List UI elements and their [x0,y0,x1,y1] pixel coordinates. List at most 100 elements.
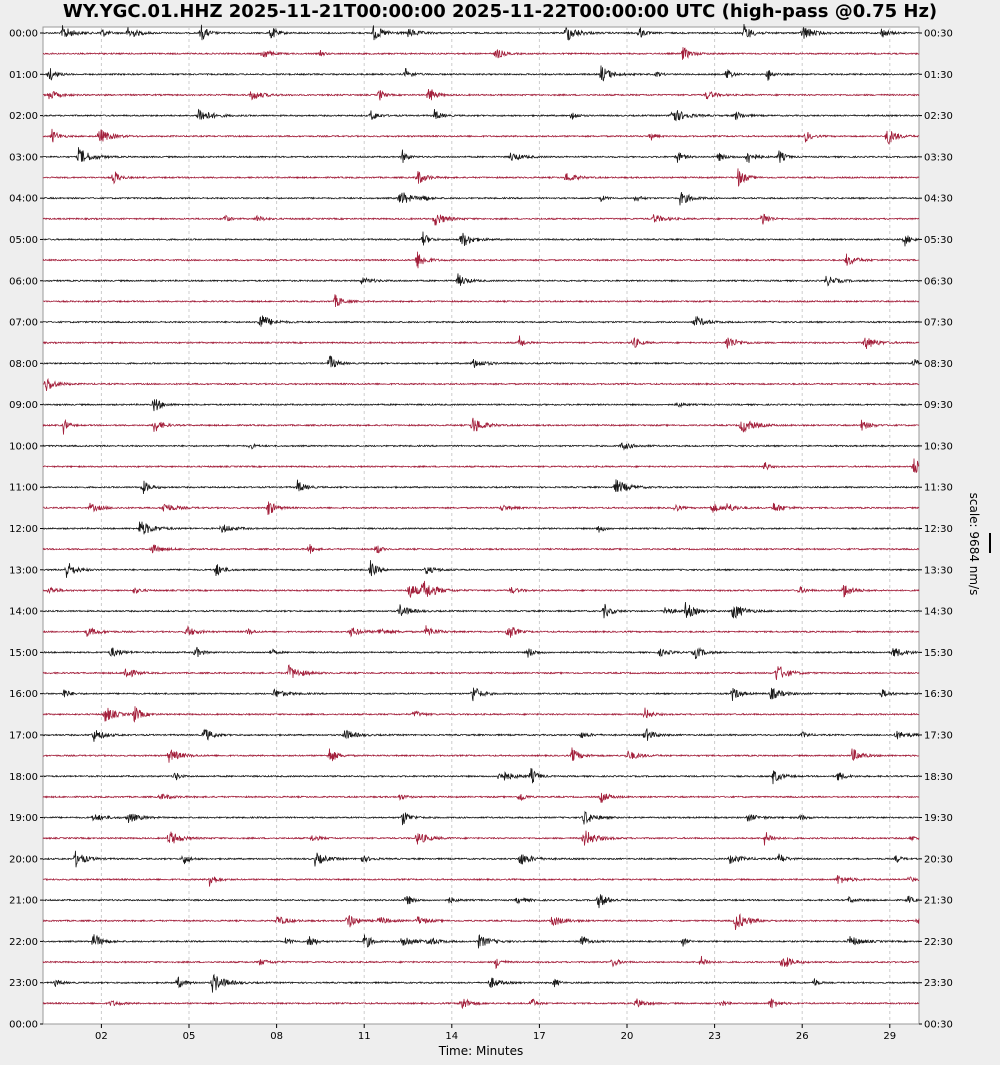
left-time-label: 22:00 [9,937,38,948]
right-time-label: 08:30 [924,359,953,370]
trace-row-11 [42,251,920,269]
trace-row-14 [42,315,920,327]
left-time-label: 00:00 [9,1020,38,1031]
left-time-label: 10:00 [9,441,38,452]
left-time-label: 21:00 [9,896,38,907]
right-time-label: 00:30 [924,29,953,40]
trace-row-16 [42,355,920,368]
right-time-label: 00:30 [924,1020,953,1031]
trace-row-13 [42,294,920,308]
trace-row-24 [42,521,920,535]
right-time-label: 17:30 [924,730,953,741]
trace-row-42 [42,894,920,909]
right-time-label: 05:30 [924,235,953,246]
x-tick-label: 05 [183,1031,196,1042]
trace-row-18 [42,399,920,412]
left-time-label: 16:00 [9,689,38,700]
trace-row-9 [42,213,920,226]
right-time-label: 14:30 [924,607,953,618]
x-tick-label: 11 [358,1031,371,1042]
right-time-label: 22:30 [924,937,953,948]
trace-row-32 [42,687,920,702]
right-time-label: 23:30 [924,978,953,989]
left-time-label: 13:00 [9,565,38,576]
grid [40,27,922,1028]
right-time-label: 04:30 [924,194,953,205]
trace-row-29 [42,625,920,638]
left-time-label: 02:00 [9,111,38,122]
trace-row-5 [42,128,920,145]
right-time-label: 06:30 [924,276,953,287]
traces [42,24,920,1010]
right-time-label: 15:30 [924,648,953,659]
trace-row-46 [42,973,920,993]
trace-row-43 [42,913,920,930]
axis-labels: 02 05 08 11 14 17 20 23 26 29 00:00 00:30 01:00 01:30… [9,29,953,1043]
trace-row-28 [42,602,920,619]
trace-row-34 [42,728,920,742]
trace-row-47 [42,998,920,1010]
left-time-label: 19:00 [9,813,38,824]
right-time-label: 11:30 [924,483,953,494]
left-time-label: 12:00 [9,524,38,535]
trace-row-25 [42,544,920,554]
trace-row-17 [42,377,920,391]
trace-row-6 [42,147,920,163]
left-time-label: 06:00 [9,276,38,287]
trace-row-23 [42,501,920,515]
right-time-label: 18:30 [924,772,953,783]
right-time-label: 03:30 [924,152,953,163]
left-time-label: 15:00 [9,648,38,659]
left-time-label: 00:00 [9,29,38,40]
x-tick-label: 23 [708,1031,721,1042]
right-time-label: 07:30 [924,318,953,329]
left-time-label: 20:00 [9,854,38,865]
trace-row-8 [42,192,920,206]
left-time-label: 04:00 [9,194,38,205]
x-tick-label: 02 [95,1031,108,1042]
right-time-label: 09:30 [924,400,953,411]
trace-row-15 [42,335,920,350]
scale-label: scale: 9684 nm/s [967,493,981,596]
trace-row-22 [42,479,920,495]
trace-row-27 [42,580,920,598]
right-time-label: 10:30 [924,441,953,452]
left-time-label: 05:00 [9,235,38,246]
right-time-label: 19:30 [924,813,953,824]
trace-row-30 [42,646,920,660]
trace-row-35 [42,747,920,763]
trace-row-41 [42,875,920,887]
chart-title: WY.YGC.01.HHZ 2025-11-21T00:00:00 2025-1… [62,1,938,22]
trace-row-4 [42,108,920,122]
left-time-label: 14:00 [9,607,38,618]
right-time-label: 21:30 [924,896,953,907]
trace-row-37 [42,792,920,803]
right-time-label: 16:30 [924,689,953,700]
x-tick-label: 26 [796,1031,809,1042]
trace-row-10 [42,231,920,247]
left-time-label: 23:00 [9,978,38,989]
trace-row-36 [42,768,920,785]
right-time-label: 01:30 [924,70,953,81]
right-time-label: 12:30 [924,524,953,535]
right-time-label: 20:30 [924,854,953,865]
left-time-label: 09:00 [9,400,38,411]
trace-row-2 [42,65,920,82]
x-tick-label: 20 [621,1031,634,1042]
x-tick-label: 08 [270,1031,283,1042]
right-time-label: 02:30 [924,111,953,122]
left-time-label: 18:00 [9,772,38,783]
trace-row-0 [42,24,920,41]
trace-row-1 [42,47,920,60]
right-time-label: 13:30 [924,565,953,576]
trace-row-40 [42,850,920,868]
trace-row-45 [42,955,920,970]
x-axis-label: Time: Minutes [438,1044,523,1058]
x-tick-label: 29 [883,1031,896,1042]
trace-row-19 [42,417,920,435]
x-tick-label: 17 [533,1031,546,1042]
trace-row-12 [42,273,920,287]
trace-row-21 [42,458,920,473]
left-time-label: 03:00 [9,152,38,163]
trace-row-7 [42,168,920,187]
